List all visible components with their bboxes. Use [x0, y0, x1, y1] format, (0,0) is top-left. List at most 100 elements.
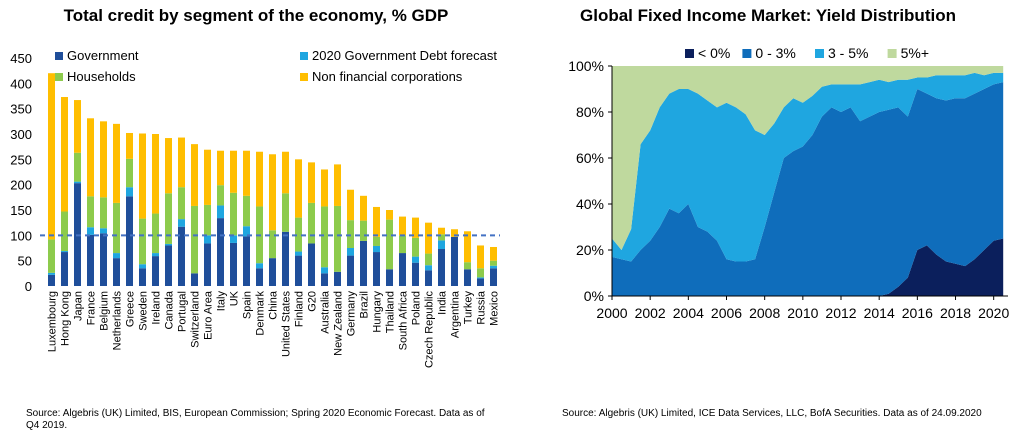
area-3-5 — [612, 72, 1004, 262]
bar-india-2020-government-debt-forecast — [438, 240, 445, 250]
bar-denmark-government — [256, 268, 263, 286]
x-tick-label: United States — [281, 291, 293, 358]
bar-denmark-non-financial-corporations — [256, 151, 263, 207]
bar-g20-non-financial-corporations — [308, 162, 315, 203]
area-0-3 — [612, 82, 1004, 296]
bar-mexico-2020-government-debt-forecast — [490, 265, 497, 269]
x-tick-label: Italy — [216, 291, 228, 312]
bar-mexico-households — [490, 260, 497, 266]
bar-greece-2020-government-debt-forecast — [126, 187, 133, 197]
bar-india-government — [438, 249, 445, 286]
x-tick-label: Hong Kong — [60, 291, 72, 346]
x-tick-label: 2000 — [596, 305, 627, 321]
bar-poland-non-financial-corporations — [412, 217, 419, 238]
x-tick-label: Czech Republic — [424, 291, 436, 369]
y-tick-label: 450 — [10, 51, 32, 66]
y-tick-label: 0% — [584, 288, 604, 304]
bar-g20-government — [308, 243, 315, 286]
legend-swatch-0-3 — [742, 49, 752, 58]
bar-germany-households — [347, 220, 354, 248]
y-tick-label: 0 — [25, 279, 32, 294]
bar-argentina-non-financial-corporations — [451, 229, 458, 237]
bar-ireland-households — [152, 213, 159, 254]
x-tick-label: Turkey — [463, 291, 475, 325]
x-tick-label: Euro Area — [203, 290, 215, 340]
x-tick-label: Germany — [346, 291, 358, 337]
legend-swatch-3-5 — [815, 49, 824, 58]
x-tick-label: China — [268, 290, 280, 320]
x-tick-label: 2020 — [978, 305, 1009, 321]
bar-canada-households — [165, 193, 172, 244]
bar-finland-government — [295, 255, 302, 286]
bar-luxembourg-2020-government-debt-forecast — [48, 272, 55, 275]
bar-switzerland-households — [191, 205, 198, 274]
bar-russia-2020-government-debt-forecast — [477, 277, 484, 279]
x-tick-label: 2004 — [673, 305, 704, 321]
bar-poland-2020-government-debt-forecast — [412, 256, 419, 263]
bar-luxembourg-non-financial-corporations — [48, 73, 55, 240]
x-tick-label: Mexico — [489, 291, 501, 326]
x-tick-label: Ireland — [151, 291, 163, 325]
bar-greece-non-financial-corporations — [126, 132, 133, 159]
x-tick-label: Switzerland — [190, 291, 202, 348]
legend-label-5: 5%+ — [901, 45, 929, 61]
x-tick-label: Canada — [164, 290, 176, 329]
bar-china-households — [269, 230, 276, 259]
x-tick-label: 2006 — [711, 305, 742, 321]
y-tick-label: 40% — [576, 196, 604, 212]
x-tick-label: Sweden — [138, 291, 150, 331]
legend-label-3-5: 3 - 5% — [828, 45, 868, 61]
x-tick-label: G20 — [307, 291, 319, 312]
bar-new-zealand-households — [334, 205, 341, 272]
legend-swatch-households — [55, 73, 63, 81]
bar-greece-households — [126, 158, 133, 188]
x-tick-label: Luxembourg — [47, 291, 59, 352]
bar-spain-government — [243, 236, 250, 286]
bar-new-zealand-government — [334, 271, 341, 286]
bar-luxembourg-government — [48, 274, 55, 286]
legend-label-0-3: 0 - 3% — [755, 45, 795, 61]
bar-thailand-households — [386, 219, 393, 270]
area-5 — [612, 66, 1004, 250]
bar-italy-government — [217, 218, 224, 286]
bar-italy-households — [217, 185, 224, 206]
bar-france-2020-government-debt-forecast — [87, 227, 94, 235]
bar-australia-government — [321, 273, 328, 286]
x-tick-label: Spain — [242, 291, 254, 319]
bar-poland-households — [412, 237, 419, 257]
bar-brazil-non-financial-corporations — [360, 195, 367, 221]
x-tick-label: Poland — [411, 291, 423, 325]
bar-china-non-financial-corporations — [269, 154, 276, 231]
bar-belgium-households — [100, 197, 107, 229]
bar-uk-households — [230, 192, 237, 236]
bar-south-africa-non-financial-corporations — [399, 216, 406, 236]
x-tick-label: 2008 — [749, 305, 780, 321]
left-source-note: Source: Algebris (UK) Limited, BIS, Euro… — [26, 408, 485, 431]
bar-czech-republic-non-financial-corporations — [425, 222, 432, 254]
y-tick-label: 250 — [10, 152, 32, 167]
bar-spain-households — [243, 195, 250, 227]
x-tick-label: South Africa — [398, 290, 410, 350]
bar-greece-government — [126, 196, 133, 286]
right-source-note: Source: Algebris (UK) Limited, ICE Data … — [562, 408, 982, 419]
legend-swatch-government — [55, 52, 63, 60]
x-tick-label: Belgium — [99, 291, 111, 331]
bar-ireland-2020-government-debt-forecast — [152, 253, 159, 257]
x-tick-label: Brazil — [359, 291, 371, 319]
bar-hong-kong-non-financial-corporations — [61, 97, 68, 212]
bar-japan-2020-government-debt-forecast — [74, 181, 81, 184]
y-tick-label: 20% — [576, 242, 604, 258]
bar-euro-area-non-financial-corporations — [204, 149, 211, 205]
bar-uk-2020-government-debt-forecast — [230, 235, 237, 243]
legend-label-0: < 0% — [698, 45, 730, 61]
bar-thailand-government — [386, 269, 393, 286]
bar-switzerland-non-financial-corporations — [191, 144, 198, 206]
bar-japan-non-financial-corporations — [74, 100, 81, 153]
x-tick-label: Hungary — [372, 291, 384, 333]
x-tick-label: Russia — [476, 290, 488, 325]
bar-canada-non-financial-corporations — [165, 138, 172, 194]
x-tick-label: Japan — [73, 291, 85, 321]
bar-mexico-non-financial-corporations — [490, 246, 497, 261]
y-tick-label: 350 — [10, 102, 32, 117]
x-tick-label: 2002 — [635, 305, 666, 321]
